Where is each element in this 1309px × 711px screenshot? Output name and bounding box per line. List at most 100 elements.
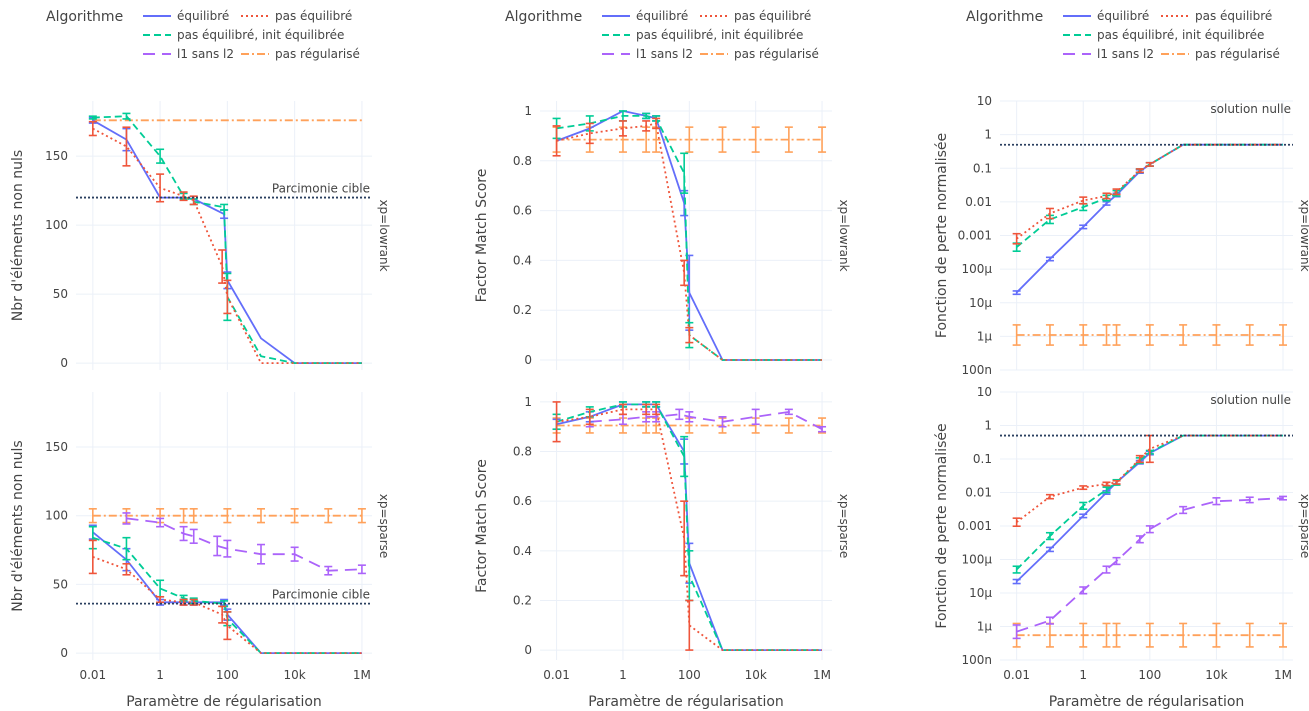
error-bar — [156, 579, 165, 598]
series-line-pas_equilibre_init — [1015, 434, 1283, 571]
y-tick-label: 1μ — [977, 620, 993, 634]
x-tick-label: 1M — [813, 668, 831, 682]
error-bar — [751, 408, 760, 426]
x-tick-label: 1 — [1079, 668, 1087, 682]
error-bar — [179, 598, 188, 606]
legend-title: Algorithme — [505, 9, 582, 25]
y-axis-title: Nbr d'éléments non nuls — [10, 150, 26, 321]
error-bar — [257, 508, 265, 524]
series-pas_equilibre — [1012, 143, 1283, 245]
x-tick-label: 0.01 — [79, 668, 106, 682]
y-axis-title: Nbr d'éléments non nuls — [10, 440, 26, 611]
series-pas_equilibre — [552, 401, 822, 651]
plot-area — [552, 401, 827, 651]
y-tick-label: 10μ — [969, 586, 992, 600]
legend-0: Algorithme équilibré pas équilibré pas équi… — [46, 9, 360, 61]
error-bar — [290, 508, 299, 524]
y-axis-title: Fonction de perte normalisée — [934, 133, 950, 338]
y-tick-label: 150 — [45, 440, 68, 454]
panel-r0-c1: 0 0.2 0.4 0.6 0.8 1 Factor Match Score xp=lowra… — [474, 101, 851, 370]
y-axis-title: Fonction de perte normalisée — [934, 423, 950, 628]
facet-label: xp=lowrank — [1298, 199, 1309, 271]
y-tick-label: 0.2 — [513, 303, 532, 317]
x-tick-label: 0.01 — [543, 668, 570, 682]
legend-item-pas_equilibre_init: pas équilibré, init équilibrée — [177, 28, 344, 42]
y-tick-label: 150 — [45, 149, 68, 163]
series-equilibre — [88, 116, 362, 365]
x-tick-label: 1 — [156, 668, 164, 682]
gridlines — [1000, 100, 1293, 371]
y-tick-label: 1μ — [977, 329, 993, 343]
y-tick-label: 0.01 — [965, 486, 992, 500]
error-bar — [223, 611, 232, 641]
series-line-pas_equilibre — [556, 122, 822, 361]
y-tick-label: 10μ — [969, 296, 992, 310]
error-bar — [1079, 196, 1088, 205]
y-tick-label: 50 — [53, 287, 68, 301]
error-bar — [585, 408, 594, 426]
legend-item-pas_equilibre_init: pas équilibré, init équilibrée — [636, 28, 803, 42]
error-bar — [784, 126, 793, 153]
series-pas_regularise — [1012, 324, 1288, 346]
series-pas_equilibre — [1012, 434, 1283, 528]
legend-item-pas_equilibre: pas équilibré — [1195, 9, 1272, 23]
series-line-l1_sans_l2 — [589, 410, 823, 430]
reference-label: Parcimonie cible — [272, 588, 370, 602]
error-bar — [1279, 622, 1288, 648]
error-bar — [675, 408, 684, 421]
series-l1_sans_l2 — [122, 512, 366, 576]
plot-area — [1012, 143, 1288, 346]
y-tick-label: 0.8 — [513, 445, 532, 459]
y-tick-label: 100n — [961, 363, 992, 377]
y-tick-label: 0 — [524, 643, 532, 657]
series-line-l1_sans_l2 — [126, 517, 362, 572]
error-bar — [357, 564, 366, 575]
error-bar — [1279, 324, 1288, 346]
y-tick-label: 1 — [984, 419, 992, 433]
error-bar — [818, 126, 827, 153]
x-tick-label: 1M — [353, 668, 371, 682]
error-bar — [618, 120, 627, 137]
facet-label: xp=sparse — [377, 494, 391, 559]
y-tick-label: 100μ — [961, 262, 992, 276]
legend-title: Algorithme — [46, 9, 123, 25]
panel-r1-c2: 100n 1μ 10μ 100μ 0.001 0.01 0.1 1 10 0.01 1 100 10k 1… — [934, 385, 1309, 710]
y-tick-label: 0.001 — [958, 229, 992, 243]
y-axis-title: Factor Match Score — [474, 169, 490, 303]
legend-item-pas_equilibre: pas équilibré — [734, 9, 811, 23]
error-bar — [156, 148, 165, 164]
y-tick-label: 0.6 — [513, 494, 532, 508]
x-tick-label: 1M — [1274, 668, 1292, 682]
panel-r1-c1: 0 0.2 0.4 0.6 0.8 1 0.01 1 100 10k 1M Paramètre de … — [474, 392, 851, 710]
y-tick-label: 100 — [45, 509, 68, 523]
x-tick-label: 0.01 — [1003, 668, 1030, 682]
y-tick-label: 1 — [524, 104, 532, 118]
y-tick-label: 0.6 — [513, 204, 532, 218]
error-bar — [357, 508, 366, 524]
y-tick-label: 0 — [60, 356, 68, 370]
y-tick-label: 100 — [45, 218, 68, 232]
gridlines — [76, 101, 372, 370]
x-tick-label: 100 — [216, 668, 239, 682]
legend-title: Algorithme — [966, 9, 1043, 25]
panels: 0 50 100 150 Nbr d'éléments non nuls xp=lowra… — [10, 94, 1309, 710]
error-bar — [1102, 622, 1111, 648]
panel-r0-c2: 100n 1μ 10μ 100μ 0.001 0.01 0.1 1 10 Fonction de … — [934, 94, 1309, 377]
facet-label: xp=lowrank — [377, 199, 391, 271]
x-axis-title: Paramètre de régularisation — [1049, 694, 1245, 710]
series-equilibre — [552, 401, 822, 651]
error-bar — [618, 403, 627, 416]
error-bar — [1145, 525, 1154, 534]
legend-item-pas_equilibre_init: pas équilibré, init équilibrée — [1097, 28, 1264, 42]
y-tick-label: 0.8 — [513, 154, 532, 168]
series-line-pas_equilibre_init — [92, 536, 362, 654]
error-bar — [122, 126, 131, 167]
error-bar — [1102, 324, 1111, 346]
y-tick-label: 0.1 — [973, 161, 992, 175]
panel-r1-c0: 0 50 100 150 0.01 1 100 10k 1M Paramètre de régul… — [10, 392, 391, 710]
x-tick-label: 10k — [1205, 668, 1227, 682]
error-bar — [179, 508, 188, 524]
error-bar — [784, 417, 793, 434]
error-bar — [585, 122, 594, 145]
